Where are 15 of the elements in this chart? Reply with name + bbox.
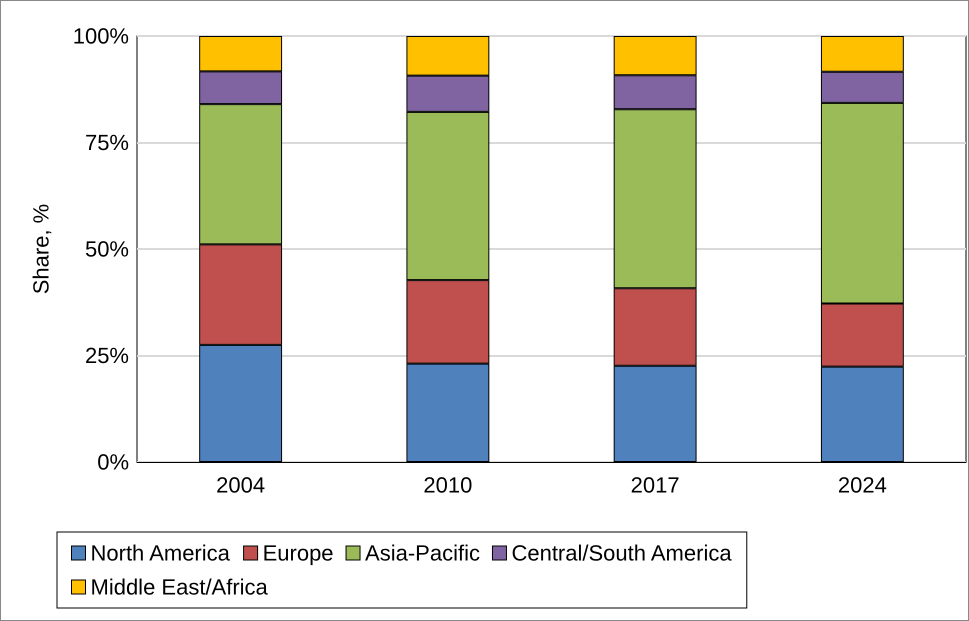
legend-label: Middle East/Africa [90, 574, 269, 600]
y-tick-label: 25% [84, 343, 129, 368]
x-tick-label: 2024 [838, 472, 887, 498]
legend-label: Asia-Pacific [365, 540, 480, 566]
y-tick-label: 50% [84, 236, 129, 262]
y-tick-label: 75% [84, 130, 129, 155]
x-tick-label: 2010 [423, 472, 472, 498]
legend-label: Europe [262, 540, 334, 566]
legend-label: North America [90, 540, 231, 566]
y-tick-label: 100% [72, 24, 129, 48]
x-tick-label: 2017 [630, 472, 680, 498]
y-tick-label: 0% [97, 450, 129, 474]
y-axis-title: Share, % [28, 204, 54, 294]
x-tick-label: 2004 [216, 472, 266, 498]
legend-label: Central/South America [511, 540, 732, 566]
